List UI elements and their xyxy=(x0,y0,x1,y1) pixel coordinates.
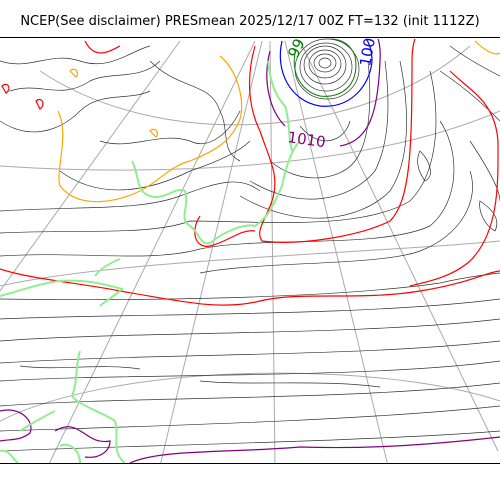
isobar xyxy=(0,298,500,320)
graticule xyxy=(0,40,500,463)
isobar xyxy=(19,365,141,370)
purple-contour xyxy=(0,38,500,463)
contour-label-99: 99 xyxy=(284,38,308,61)
isobar xyxy=(0,430,500,452)
isobar xyxy=(9,60,161,92)
blue-contour xyxy=(279,38,373,107)
green-contour xyxy=(293,38,357,97)
isobar xyxy=(449,45,500,77)
isobar xyxy=(199,380,381,388)
chart-title: NCEP(See disclaimer) PRESmean 2025/12/17… xyxy=(20,14,480,29)
isobar xyxy=(99,110,241,145)
map-frame: 1010 100 99 xyxy=(0,37,500,464)
isobar xyxy=(0,382,500,407)
orange-contour xyxy=(57,40,500,203)
isobar xyxy=(239,60,407,219)
latitude-line xyxy=(39,45,471,126)
red-contour xyxy=(0,38,500,306)
isobar xyxy=(0,360,500,382)
isobar xyxy=(469,140,500,202)
latitude-line xyxy=(0,110,500,171)
isobar xyxy=(417,150,431,182)
isobar xyxy=(439,70,500,122)
isobar xyxy=(149,60,241,162)
isobar xyxy=(59,140,251,191)
longitude-line xyxy=(299,40,499,452)
pressure-map: 1010 100 99 xyxy=(0,38,500,463)
latitude-line xyxy=(0,372,500,422)
longitude-line xyxy=(284,40,388,463)
isobar xyxy=(269,60,371,179)
contour-label-1010: 1010 xyxy=(286,128,326,151)
longitude-line xyxy=(48,40,256,463)
coastline xyxy=(0,60,301,463)
isobar xyxy=(479,200,498,232)
latitude-line xyxy=(0,240,500,287)
isobar xyxy=(0,90,151,133)
isobar xyxy=(299,120,351,142)
isobar xyxy=(0,405,500,432)
contour-label-100: 100 xyxy=(356,38,379,68)
isobar xyxy=(0,181,261,212)
isobar xyxy=(0,70,437,234)
isobar xyxy=(199,170,473,274)
longitude-line xyxy=(0,40,181,292)
longitude-line xyxy=(160,40,263,463)
isobar xyxy=(0,45,151,65)
isobar xyxy=(249,60,389,200)
isobar xyxy=(0,340,500,364)
isobar xyxy=(0,272,500,300)
isobars xyxy=(0,45,500,452)
isobar xyxy=(0,318,500,342)
longitude-line xyxy=(269,40,276,463)
